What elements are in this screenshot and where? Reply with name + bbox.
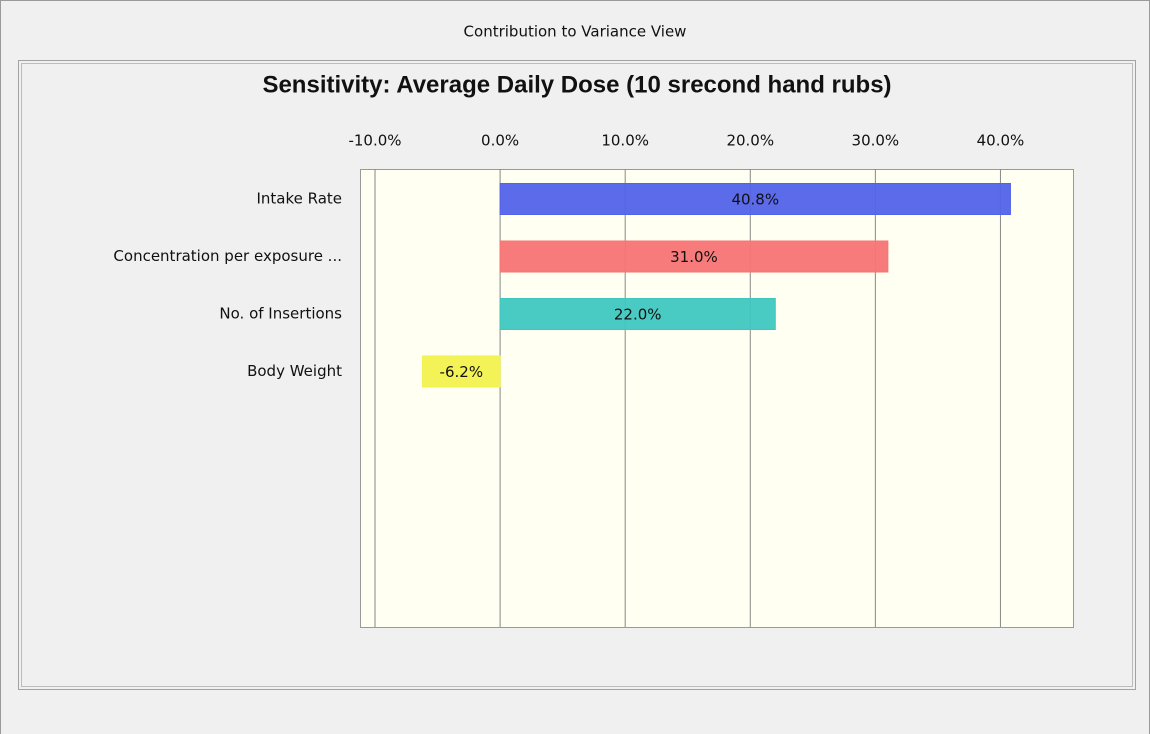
bar-label: -6.2% <box>440 363 484 381</box>
bar <box>499 298 776 330</box>
plot-area <box>360 169 1074 628</box>
x-tick-label: 0.0% <box>481 132 519 150</box>
x-tick-label: 20.0% <box>726 132 774 150</box>
x-tick-label: -10.0% <box>348 132 401 150</box>
bar-label: 40.8% <box>731 191 779 209</box>
y-tick-label: No. of Insertions <box>219 305 342 323</box>
y-tick-label: Intake Rate <box>256 190 342 208</box>
x-tick-label: 30.0% <box>852 132 900 150</box>
y-tick-label: Body Weight <box>247 362 342 380</box>
window-title: Contribution to Variance View <box>464 23 687 41</box>
bar-label: 22.0% <box>614 306 662 324</box>
bar <box>499 183 1011 215</box>
chart-title: Sensitivity: Average Daily Dose (10 srec… <box>262 71 891 98</box>
x-tick-label: 10.0% <box>601 132 649 150</box>
x-tick-label: 40.0% <box>977 132 1025 150</box>
bar <box>422 355 501 388</box>
chart-frame-inner <box>21 63 1133 687</box>
y-tick-label: Concentration per exposure ... <box>113 247 342 265</box>
bar-label: 31.0% <box>670 248 718 266</box>
bar <box>499 240 889 273</box>
